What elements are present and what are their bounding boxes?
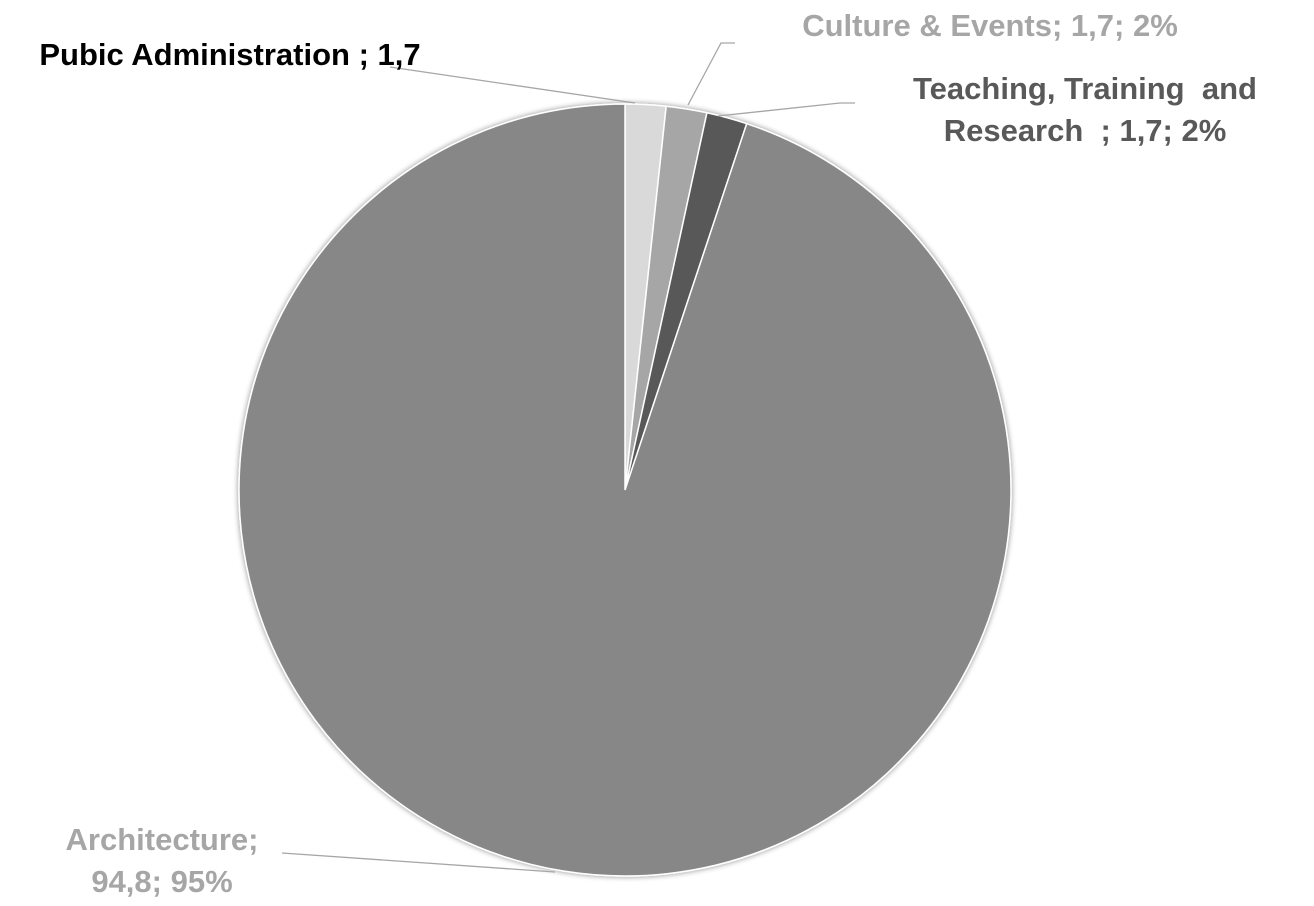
data-label-pubic-administration: Pubic Administration ; 1,7 [39,37,420,72]
pie-slice-architecture [238,103,1012,877]
data-label-culture-events: Culture & Events; 1,7; 2% [802,8,1178,43]
pie-slices [238,103,1012,877]
leader-line-teaching-training-and-research [717,102,855,117]
leader-lines [281,42,855,873]
leader-line-culture-events [687,42,735,106]
data-label-teaching-training-and-research-line-1: Teaching, Training and [913,71,1257,106]
data-label-architecture-line-1: Architecture; [66,822,259,857]
leader-line-pubic-administration [389,66,636,104]
data-label-teaching-training-and-research-line-2: Research ; 1,7; 2% [944,113,1227,148]
data-label-architecture-line-2: 94,8; 95% [91,864,232,899]
leader-line-architecture [281,852,556,873]
data-labels: Pubic Administration ; 1,7 Culture & Even… [39,8,1257,899]
